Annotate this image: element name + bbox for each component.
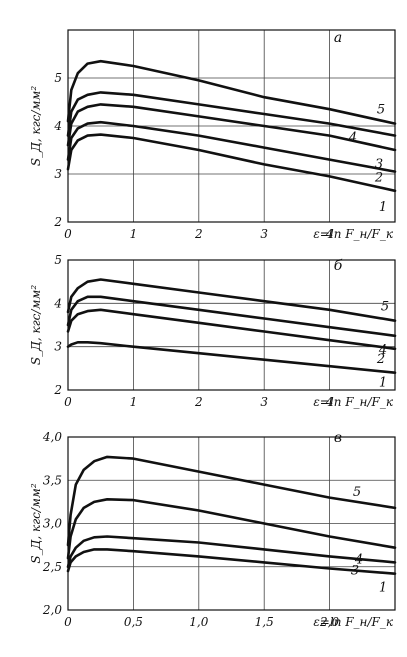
series-line-4: [66, 91, 397, 137]
series-label-4: 4: [348, 131, 357, 146]
series-line-2: [66, 308, 397, 351]
y-tick-label: 2,5: [42, 560, 62, 574]
x-tick-label: 0,5: [124, 615, 143, 629]
series-line-3: [66, 103, 397, 152]
series-line-1: [66, 548, 397, 575]
y-axis-label: S_Д, кгс/мм²: [29, 86, 43, 166]
series-label-4: 4: [354, 553, 363, 568]
y-tick-label: 3,5: [43, 473, 62, 487]
series-line-1: [66, 341, 397, 374]
series-line-1: [66, 133, 397, 193]
x-tick-label: 0: [64, 227, 72, 241]
series-label-5: 5: [381, 300, 389, 315]
plot-frame: [67, 29, 396, 223]
x-tick-label: 2: [194, 395, 203, 409]
x-tick-label: 3: [260, 227, 268, 241]
series-label-2: 2: [376, 352, 385, 367]
series-label-4: 4: [378, 343, 387, 358]
x-tick-label: 4: [325, 395, 334, 409]
y-tick-label: 3: [54, 167, 62, 181]
series-label-2: 2: [374, 171, 383, 186]
panel-letter: в: [334, 430, 342, 446]
panel-letter: б: [334, 258, 343, 274]
series-line-2: [66, 120, 397, 173]
panel-letter: a: [334, 30, 342, 46]
series-label-3: 3: [375, 157, 383, 172]
x-tick-label: 1,0: [189, 615, 208, 629]
series-label-5: 5: [353, 485, 361, 500]
x-axis-label: ε=ln F_н/F_к: [313, 395, 393, 409]
y-tick-label: 4,0: [42, 430, 62, 444]
x-tick-label: 0: [64, 615, 72, 629]
series-label-1: 1: [379, 376, 387, 391]
x-tick-label: 3: [260, 395, 268, 409]
y-tick-label: 2: [53, 215, 62, 229]
y-tick-label: 5: [54, 71, 62, 85]
y-axis-label: S_Д, кгс/мм²: [29, 483, 43, 563]
series-line-4: [66, 295, 397, 338]
series-line-5: [66, 455, 397, 547]
y-tick-label: 2: [53, 383, 62, 397]
plot-frame: [67, 436, 396, 611]
series-line-3: [66, 535, 397, 569]
x-tick-label: 2: [194, 227, 203, 241]
plot-frame: [67, 259, 396, 391]
y-tick-label: 3: [54, 340, 62, 354]
series-label-1: 1: [379, 200, 387, 215]
series-label-3: 3: [351, 563, 359, 578]
x-tick-label: 1: [130, 395, 138, 409]
x-axis-label: ε=ln F_н/F_к: [313, 615, 393, 629]
series-line-4: [66, 498, 397, 560]
x-tick-label: 1: [130, 227, 138, 241]
x-axis-label: ε=ln F_н/F_к: [313, 227, 393, 241]
y-tick-label: 4: [53, 296, 62, 310]
series-label-5: 5: [377, 103, 385, 118]
x-tick-label: 1,5: [255, 615, 274, 629]
series-label-1: 1: [379, 581, 387, 596]
y-tick-label: 5: [54, 253, 62, 267]
x-tick-label: 0: [64, 395, 72, 409]
y-tick-label: 3,0: [43, 517, 62, 531]
y-axis-label: S_Д, кгс/мм²: [29, 285, 43, 365]
x-tick-label: 2,0: [319, 615, 339, 629]
series-line-5: [66, 59, 397, 125]
series-line-5: [66, 278, 397, 322]
x-tick-label: 4: [325, 227, 334, 241]
y-tick-label: 2,0: [42, 603, 62, 617]
y-tick-label: 4: [53, 119, 62, 133]
